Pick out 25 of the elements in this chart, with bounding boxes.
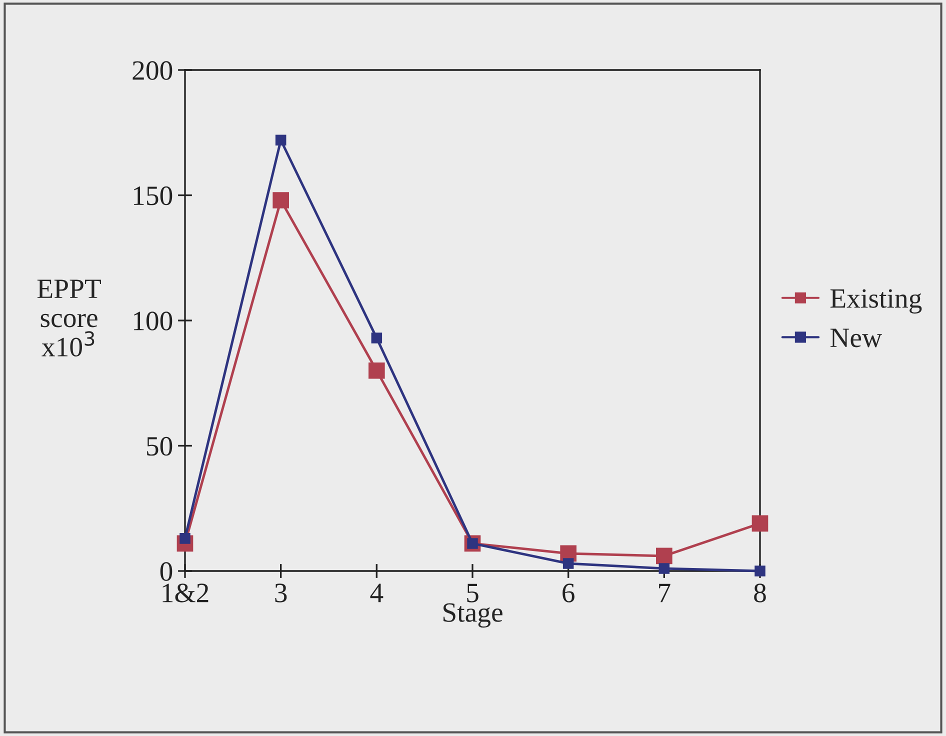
y-tick-label: 50 — [147, 436, 172, 456]
x-tick-label: 7 — [659, 584, 670, 602]
point — [656, 548, 672, 564]
point — [754, 566, 766, 576]
x-tick-label: 6 — [562, 584, 574, 602]
point — [368, 362, 385, 379]
legend-label: New — [830, 328, 882, 348]
point — [275, 134, 286, 146]
y-tick-label: 200 — [132, 61, 172, 80]
point — [562, 558, 574, 569]
x-tick-label: 5 — [467, 584, 478, 602]
point — [272, 192, 289, 208]
x-tick-label: 3 — [275, 584, 287, 602]
x-axis-title: Stage — [444, 603, 502, 628]
x-tick-label: 8 — [754, 584, 766, 602]
y-tick-label: 0 — [160, 562, 172, 581]
y-tick-label: 100 — [134, 312, 172, 330]
point — [752, 515, 768, 532]
legend-label: Existing — [830, 289, 922, 314]
x-tick-label: 4 — [370, 584, 384, 602]
point — [371, 332, 382, 344]
x-tick-label: 1&2 — [162, 584, 208, 602]
y-axis-title: EPPT score x10$^{3}$ — [37, 280, 101, 357]
point — [658, 563, 670, 574]
y-tick-label: 150 — [134, 186, 172, 206]
